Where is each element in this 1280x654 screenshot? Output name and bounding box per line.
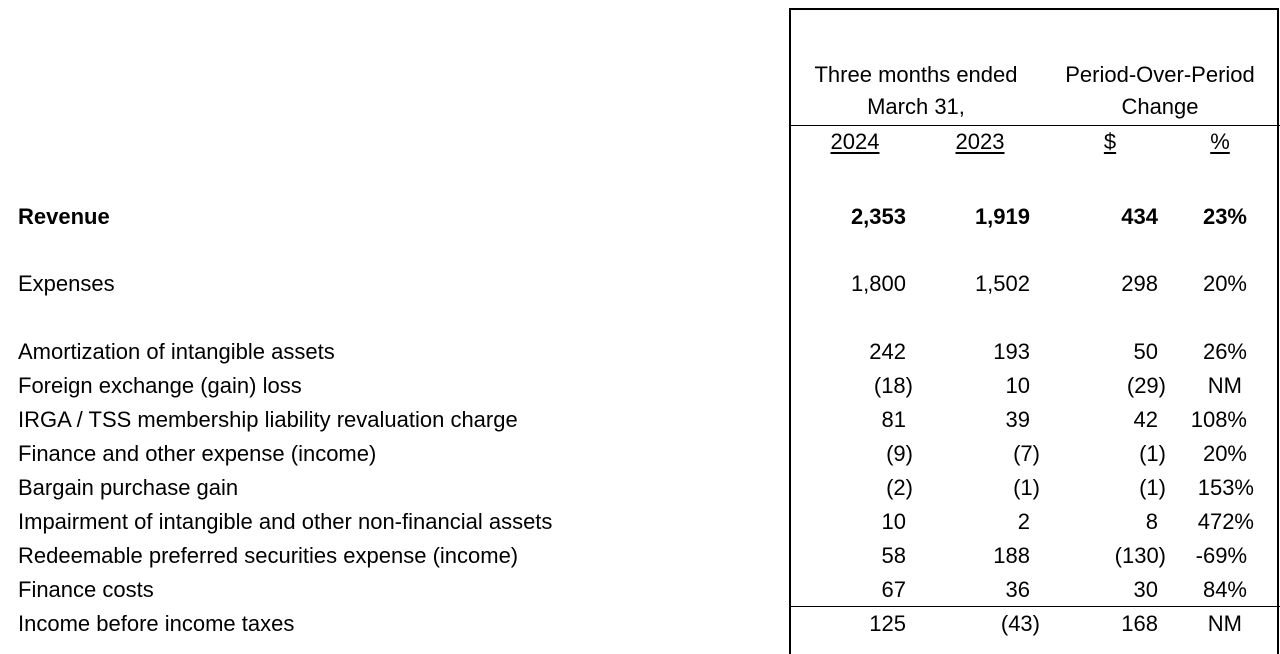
impairment-dollar-change: 8	[1145, 509, 1158, 534]
redeemable-preferred-2024: 58	[881, 543, 906, 568]
irga-tss-2023: 39	[1005, 407, 1030, 432]
bargain-purchase-2023: (1)	[1013, 475, 1040, 500]
row-label-impairment: Impairment of intangible and other non-f…	[18, 509, 553, 534]
finance-other-2024: (9)	[886, 441, 913, 466]
header-three-months-line1: Three months ended	[814, 62, 1018, 87]
revenue-2023: 1,919	[974, 204, 1030, 229]
foreign-exchange-2024: (18)	[873, 373, 913, 398]
column-header-percent: %	[1210, 129, 1230, 154]
row-label-finance-other: Finance and other expense (income)	[18, 441, 377, 466]
row-label-redeemable-preferred: Redeemable preferred securities expense …	[18, 543, 519, 568]
bargain-purchase-dollar-change: (1)	[1139, 475, 1166, 500]
impairment-2023: 2	[1017, 509, 1030, 534]
foreign-exchange-dollar-change: (29)	[1126, 373, 1166, 398]
revenue-percent-change: 23%	[1202, 204, 1247, 229]
irga-tss-2024: 81	[881, 407, 906, 432]
row-label-revenue: Revenue	[18, 204, 110, 229]
impairment-percent-change: 472%	[1197, 509, 1254, 534]
finance-other-2023: (7)	[1013, 441, 1040, 466]
finance-costs-2024: 67	[881, 577, 906, 602]
amortization-percent-change: 26%	[1202, 339, 1247, 364]
redeemable-preferred-percent-change: -69%	[1195, 543, 1247, 568]
row-label-bargain-purchase: Bargain purchase gain	[18, 475, 239, 500]
column-header-dollar: $	[1103, 129, 1117, 154]
row-label-finance-costs: Finance costs	[18, 577, 154, 602]
income-before-taxes-dollar-change: 168	[1121, 611, 1158, 636]
bargain-purchase-percent-change: 153%	[1197, 475, 1254, 500]
row-label-expenses: Expenses	[18, 271, 115, 296]
row-label-income-before-taxes: Income before income taxes	[18, 611, 295, 636]
header-three-months-line2: March 31,	[867, 94, 965, 119]
revenue-2024: 2,353	[850, 204, 906, 229]
column-header-2023: 2023	[955, 129, 1005, 154]
header-period-change-line2: Change	[1121, 94, 1199, 119]
column-header-2024: 2024	[830, 129, 880, 154]
income-before-taxes-2023: (43)	[1000, 611, 1040, 636]
row-label-foreign-exchange: Foreign exchange (gain) loss	[18, 373, 302, 398]
expenses-percent-change: 20%	[1202, 271, 1247, 296]
irga-tss-dollar-change: 42	[1133, 407, 1158, 432]
finance-costs-percent-change: 84%	[1202, 577, 1247, 602]
finance-costs-dollar-change: 30	[1133, 577, 1158, 602]
impairment-2024: 10	[881, 509, 906, 534]
header-period-change-line1: Period-Over-Period	[1065, 62, 1255, 87]
subtotal-rule	[789, 606, 1280, 607]
income-before-taxes-2024: 125	[869, 611, 906, 636]
redeemable-preferred-dollar-change: (130)	[1114, 543, 1166, 568]
amortization-2023: 193	[993, 339, 1030, 364]
finance-other-percent-change: 20%	[1202, 441, 1247, 466]
bargain-purchase-2024: (2)	[886, 475, 913, 500]
amortization-dollar-change: 50	[1133, 339, 1158, 364]
foreign-exchange-2023: 10	[1005, 373, 1030, 398]
finance-costs-2023: 36	[1005, 577, 1030, 602]
expenses-dollar-change: 298	[1121, 271, 1158, 296]
table-frame	[789, 8, 1279, 654]
expenses-2024: 1,800	[850, 271, 906, 296]
expenses-2023: 1,502	[974, 271, 1030, 296]
row-label-irga-tss: IRGA / TSS membership liability revaluat…	[18, 407, 518, 432]
row-label-amortization: Amortization of intangible assets	[18, 339, 335, 364]
header-rule	[789, 125, 1280, 126]
revenue-dollar-change: 434	[1121, 204, 1158, 229]
redeemable-preferred-2023: 188	[993, 543, 1030, 568]
foreign-exchange-percent-change: NM	[1207, 373, 1242, 398]
income-before-taxes-percent-change: NM	[1207, 611, 1242, 636]
amortization-2024: 242	[869, 339, 906, 364]
finance-other-dollar-change: (1)	[1139, 441, 1166, 466]
irga-tss-percent-change: 108%	[1190, 407, 1247, 432]
